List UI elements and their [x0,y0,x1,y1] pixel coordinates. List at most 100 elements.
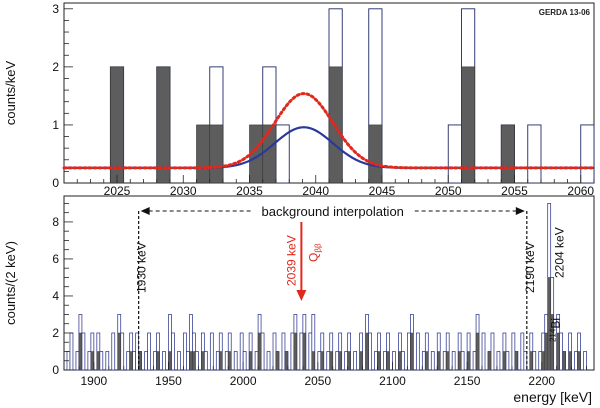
bottom-bin-open [523,351,528,371]
bottom-bin-open [368,332,372,371]
fit-curve-dotted [62,92,596,170]
bottom-bin-open [415,332,420,371]
bottom-bin-filled [377,351,381,371]
bottom-bin-open [326,351,331,371]
bottom-bin-open [144,351,148,371]
interpolation-arrowhead-left [140,207,150,215]
isotope-label: 214Bi [549,318,563,342]
bottom-bin-open [215,351,220,371]
bottom-bin-open [392,351,396,371]
isotope-symbol: Bi [549,318,563,329]
bottom-bin-filled [257,332,262,371]
bottom-bin-filled [487,351,492,371]
top-bin-open [447,124,462,184]
bottom-bin-open [224,351,229,371]
bottom-bin-filled [117,332,121,371]
bottom-bin-open [407,332,411,371]
bottom-bin-filled [544,332,548,371]
line-energy-label: 2204 keV [553,227,567,278]
bottom-bin-open [153,351,157,371]
bottom-bin-open [421,351,426,371]
bottom-bin-filled [386,351,390,371]
bottom-bin-open [209,332,214,371]
bottom-bin-open [99,351,104,371]
bottom-bin-filled [541,351,545,371]
bottom-bin-open [242,351,247,371]
top-bin-filled [500,124,515,184]
bottom-bin-filled [550,314,554,371]
top-x-tick-label: 2050 [435,184,462,198]
bottom-bin-open [111,332,116,371]
bottom-bin-open [177,351,181,371]
interpolation-arrowhead-right [515,207,525,215]
qbb-arrowhead [296,290,307,301]
bottom-bin-filled [502,351,507,371]
bottom-bin-open [374,351,378,371]
bottom-bin-open [317,351,322,371]
bottom-bin-filled [329,351,333,371]
bottom-bin-filled [189,351,193,371]
bottom-annotations: 1930 keV 2190 keV background interpolation… [135,202,567,370]
bottom-bin-open [239,332,244,371]
interpolation-label-bg [250,202,415,219]
bottom-y-tick-label: 8 [52,215,59,229]
bottom-bin-open [162,351,166,371]
bottom-bin-filled [192,351,196,371]
bottom-bin-filled [568,351,572,371]
marker-label: 2190 keV [523,242,537,293]
top-y-axis: 0 1 2 3 [52,2,73,190]
top-curves [62,92,596,170]
bottom-bin-filled [365,332,369,371]
bottom-bin-open [87,351,92,371]
bottom-bin-filled [96,351,101,371]
top-bin-filled [156,66,171,184]
bottom-bin-open [203,351,208,371]
top-bin-open [527,124,542,184]
bottom-bin-open [460,351,465,371]
bottom-x-tick-label: 2200 [528,374,555,388]
bottom-bin-filled [410,332,414,371]
isotope-mass: 214 [549,328,558,342]
bottom-y-tick-label: 2 [52,326,59,340]
bottom-bin-open [505,351,510,371]
top-bin-filled [110,66,124,184]
bottom-bin-filled [338,351,342,371]
bottom-bin-open [335,351,340,371]
top-x-tick-label: 2030 [170,184,197,198]
bottom-bin-filled [562,351,566,371]
bottom-bin-filled [556,332,560,371]
bottom-bin-open [147,332,151,371]
bottom-bin-filled [577,351,581,371]
bottom-bin-open [353,351,357,371]
bottom-bin-open [186,351,190,371]
bottom-y-axis: 0 2 4 6 8 [52,203,73,377]
bottom-bin-filled [320,351,324,371]
bottom-bin-open [260,332,265,371]
bottom-y-tick-label: 4 [52,289,59,303]
top-x-tick-label: 2055 [501,184,528,198]
bottom-bin-filled [466,351,471,371]
bottom-bin-filled [168,351,172,371]
bottom-bin-open [520,332,525,371]
bottom-bin-filled [129,351,133,371]
top-bin-filled [209,124,224,184]
top-panel: 2025 2030 2035 2040 2045 2050 2055 2060 0 1 2 3 GE… [3,2,596,198]
top-x-tick-label: 2045 [369,184,396,198]
bottom-bin-filled [201,351,205,371]
bottom-bin-open [401,351,405,371]
top-y-axis-label: counts/keV [3,61,18,126]
bottom-bin-filled [293,332,298,371]
bottom-bin-open [195,351,199,371]
bottom-bin-open [472,351,477,371]
bottom-bin-filled [78,332,83,371]
top-bin-filled [196,124,211,184]
bottom-bin-open [126,351,131,371]
bottom-bin-filled [529,351,533,371]
marker-label: 1930 keV [135,242,149,293]
top-x-tick-label: 2060 [567,184,594,198]
bottom-bin-open [344,351,349,371]
bottom-bin-filled [248,351,253,371]
bottom-bin-open [299,332,304,371]
top-x-tick-label: 2040 [302,184,329,198]
